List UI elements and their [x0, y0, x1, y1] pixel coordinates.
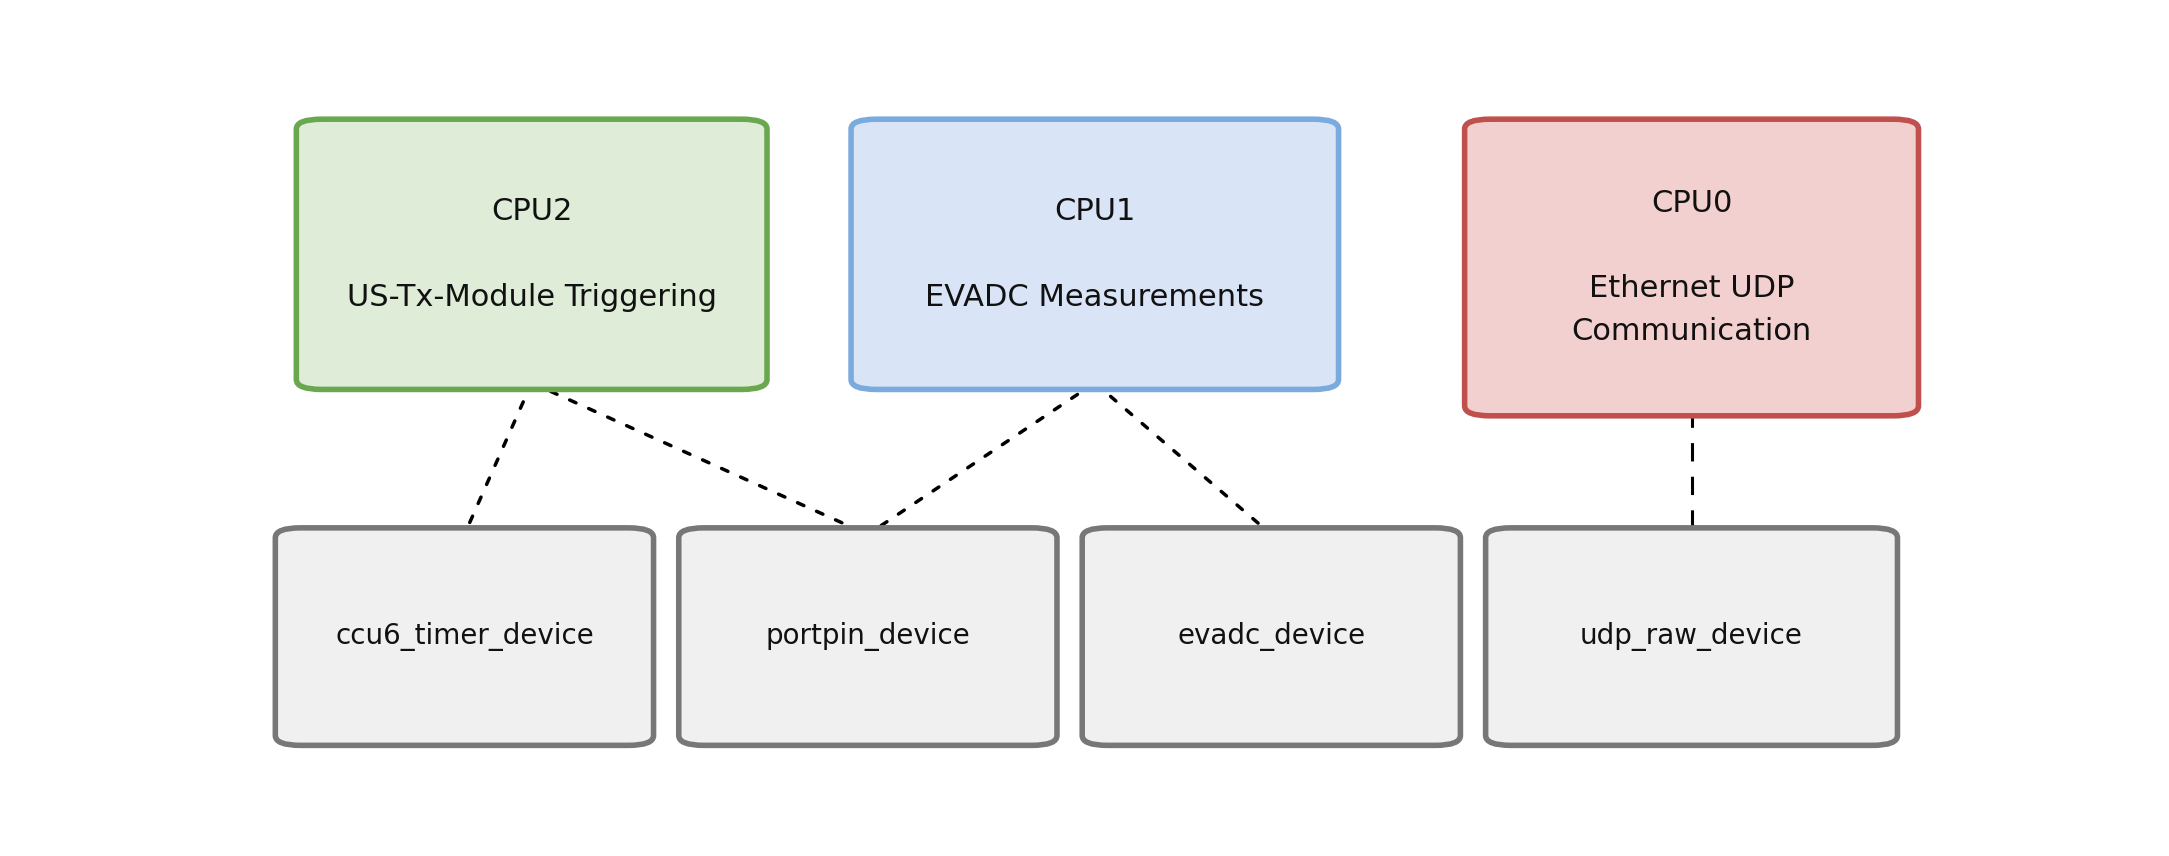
Text: portpin_device: portpin_device — [766, 622, 970, 651]
Text: CPU0

Ethernet UDP
Communication: CPU0 Ethernet UDP Communication — [1570, 189, 1811, 346]
Text: CPU2

US-Tx-Module Triggering: CPU2 US-Tx-Module Triggering — [347, 197, 716, 312]
Text: udp_raw_device: udp_raw_device — [1579, 622, 1802, 651]
FancyBboxPatch shape — [297, 119, 768, 389]
FancyBboxPatch shape — [679, 528, 1056, 746]
FancyBboxPatch shape — [850, 119, 1338, 389]
FancyBboxPatch shape — [1082, 528, 1460, 746]
FancyBboxPatch shape — [275, 528, 653, 746]
FancyBboxPatch shape — [1464, 119, 1920, 416]
Text: CPU1

EVADC Measurements: CPU1 EVADC Measurements — [926, 197, 1265, 312]
FancyBboxPatch shape — [1486, 528, 1898, 746]
Text: evadc_device: evadc_device — [1178, 622, 1364, 651]
Text: ccu6_timer_device: ccu6_timer_device — [334, 622, 594, 651]
